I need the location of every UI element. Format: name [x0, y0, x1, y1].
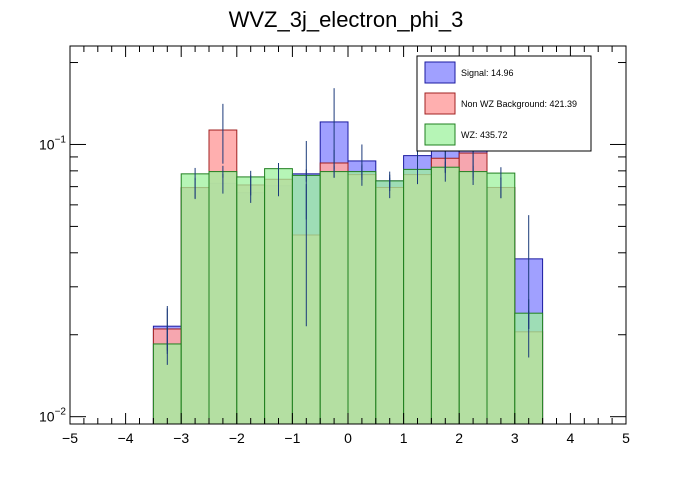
legend-label: Non WZ Background: 421.39 [461, 99, 577, 109]
histogram-bar [486, 172, 516, 425]
x-tick-label: 4 [567, 430, 575, 446]
x-tick-label: −1 [284, 430, 300, 446]
series-wz [152, 166, 544, 425]
error-bars-wz [166, 161, 530, 365]
legend-swatch [424, 92, 456, 115]
histogram-bar [236, 176, 266, 425]
histogram-bar [180, 173, 210, 425]
legend: Signal: 14.96 Non WZ Background: 421.39 WZ… [416, 55, 592, 152]
histogram-bar [430, 166, 460, 425]
legend-swatch [424, 61, 456, 84]
x-tick-label: 3 [511, 430, 519, 446]
histogram-bar [403, 168, 432, 425]
histogram-bar [375, 180, 405, 425]
legend-label: WZ: 435.72 [461, 130, 508, 140]
x-tick-label: 1 [400, 430, 408, 446]
legend-label: Signal: 14.96 [461, 68, 514, 78]
y-tick-label: 10−1 [39, 134, 66, 152]
x-tick-label: −4 [118, 430, 134, 446]
chart-title: WVZ_3j_electron_phi_3 [229, 7, 464, 32]
histogram-bar [458, 171, 488, 425]
histogram-bar [319, 171, 349, 425]
x-tick-label: −2 [229, 430, 245, 446]
x-tick-label: −5 [62, 430, 78, 446]
x-tick-label: 0 [344, 430, 352, 446]
histogram-bar [264, 168, 293, 425]
axes: −5 −4 −3 −2 −1 0 1 2 3 4 5 10−2 10−1 [39, 45, 630, 446]
histogram-bar [347, 171, 377, 425]
plot-area [152, 88, 544, 425]
x-tick-label: −3 [173, 430, 189, 446]
histogram-bar [208, 171, 238, 425]
x-tick-label: 2 [455, 430, 463, 446]
y-tick-label: 10−2 [39, 407, 66, 425]
legend-swatch [424, 123, 456, 146]
x-tick-label: 5 [622, 430, 630, 446]
